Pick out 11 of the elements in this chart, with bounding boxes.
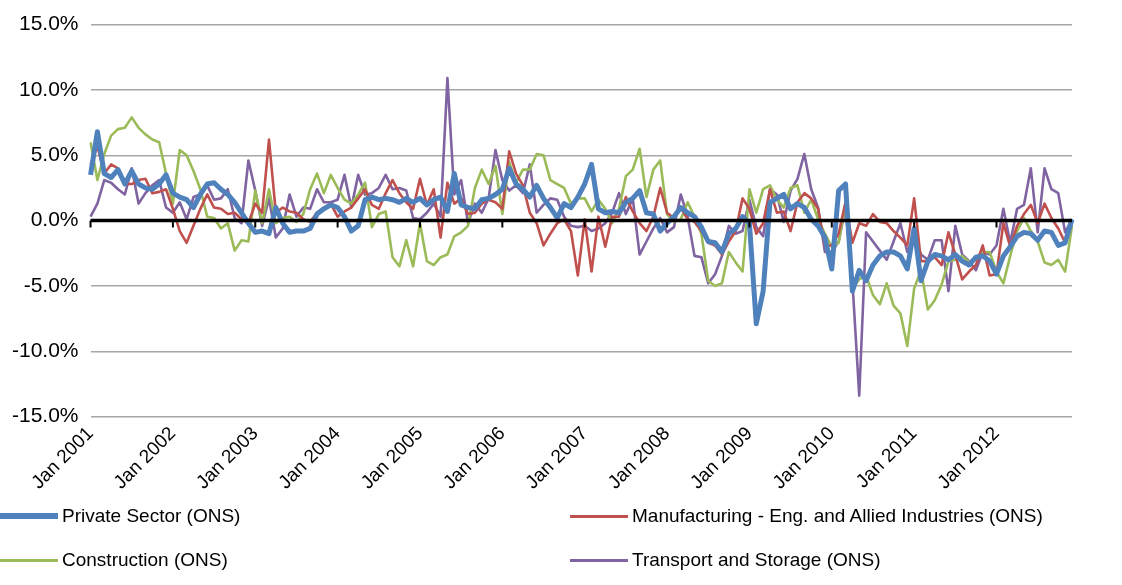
legend-label: Private Sector (ONS)	[62, 505, 241, 527]
y-tick-label: -5.0%	[23, 272, 79, 296]
legend-label: Transport and Storage (ONS)	[632, 549, 881, 571]
legend-label: Construction (ONS)	[62, 549, 228, 571]
y-tick-label: 10.0%	[18, 76, 79, 100]
y-tick-label: 15.0%	[18, 11, 79, 35]
y-tick-label: 5.0%	[30, 142, 79, 166]
y-tick-label: 0.0%	[30, 207, 79, 231]
y-tick-label: -10.0%	[11, 338, 79, 362]
y-tick-label: -15.0%	[11, 403, 79, 427]
legend-label: Manufacturing - Eng. and Allied Industries (ONS)	[632, 505, 1043, 527]
